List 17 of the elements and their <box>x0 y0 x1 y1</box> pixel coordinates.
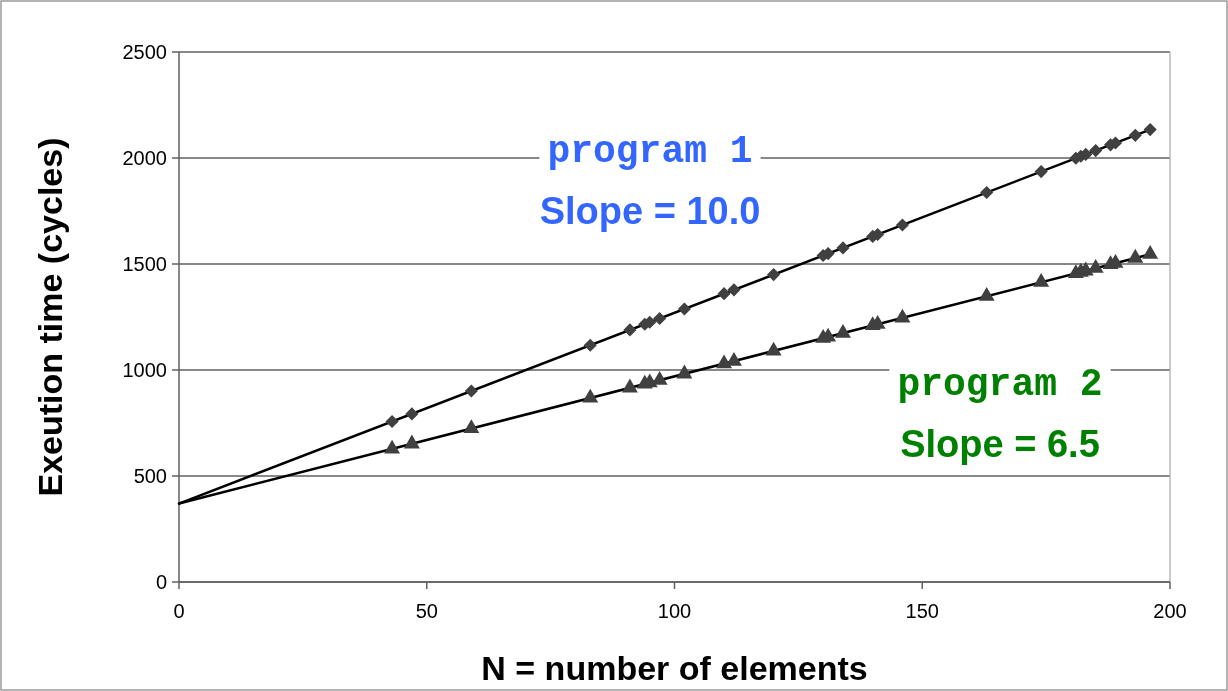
y-tick-label: 0 <box>155 571 167 593</box>
x-tick-label: 50 <box>415 600 438 622</box>
x-tick-label: 150 <box>905 600 939 622</box>
y-axis-title: Exeution time (cycles) <box>31 137 69 497</box>
x-axis-title: N = number of elements <box>481 649 868 687</box>
y-tick-label: 1500 <box>122 253 167 275</box>
y-tick-label: 1000 <box>122 359 167 381</box>
x-tick-label: 0 <box>173 600 185 622</box>
annotation: Slope = 6.5 <box>900 423 1100 465</box>
annotation: program 1 <box>547 130 753 173</box>
y-tick-label: 2000 <box>122 147 167 169</box>
annotation: program 2 <box>897 363 1103 406</box>
x-tick-label: 100 <box>657 600 692 622</box>
y-tick-label: 2500 <box>122 41 167 63</box>
x-tick-label: 200 <box>1153 600 1187 622</box>
y-tick-label: 500 <box>133 465 167 487</box>
annotation: Slope = 10.0 <box>539 190 761 232</box>
